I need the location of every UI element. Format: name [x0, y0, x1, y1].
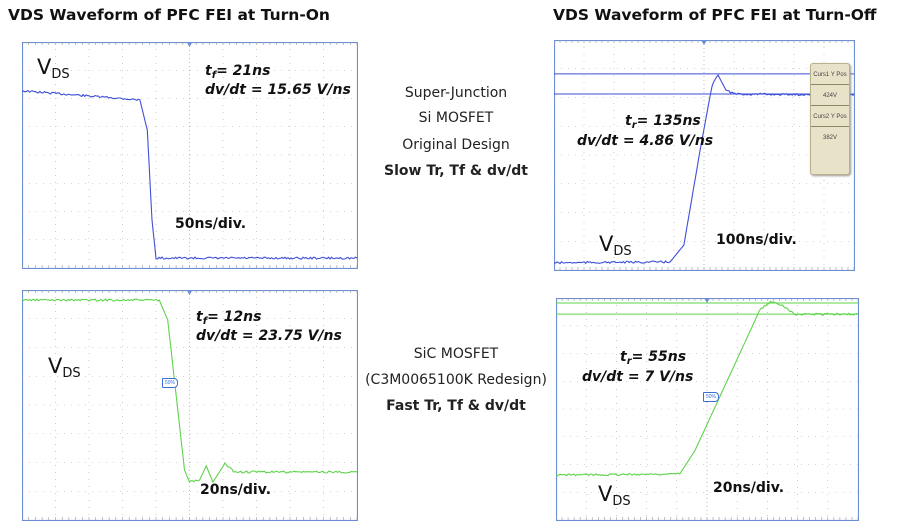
trigger-position-icon [704, 298, 710, 303]
vds-trace [556, 300, 859, 477]
scope-frame [22, 42, 358, 269]
sic-desc-3: Fast Tr, Tf & dv/dt [386, 398, 526, 414]
cursor1-label: Curs1 Y Pos [811, 64, 849, 85]
timebase: 50ns/div. [175, 216, 247, 232]
dvdt: dv/dt = 15.65 V/ns [205, 82, 351, 98]
trigger-position-icon [701, 40, 707, 45]
vds-label: VDS [37, 55, 70, 82]
scope-sic-turn-on [22, 290, 358, 521]
dvdt: dv/dt = 4.86 V/ns [577, 133, 714, 149]
dvdt: dv/dt = 23.75 V/ns [196, 328, 342, 344]
rise-time: tr= 55ns [620, 349, 687, 367]
title-turn-on: VDS Waveform of PFC FEI at Turn-On [8, 6, 330, 24]
vds-label: VDS [599, 232, 632, 259]
vds-label: VDS [48, 354, 81, 381]
trigger-position-icon [186, 290, 193, 295]
rise-time: tr= 135ns [625, 113, 701, 131]
vds-trace [22, 298, 358, 484]
cursor1-value: 424V [811, 85, 849, 106]
trigger-position-icon [186, 42, 193, 47]
vds-trace [22, 89, 358, 260]
cursor2-label: Curs2 Y Pos [811, 106, 849, 127]
scope-frame [556, 298, 859, 521]
fall-time: tf= 12ns [196, 309, 262, 327]
sic-desc-1: SiC MOSFET [413, 346, 499, 362]
trigger-marker: 50% [162, 378, 179, 388]
vds-trace [554, 74, 855, 265]
timebase: 20ns/div. [713, 480, 785, 496]
si-desc-2: Si MOSFET [418, 110, 494, 126]
scope-si-turn-on [22, 42, 358, 269]
si-desc-1: Super-Junction [404, 85, 508, 101]
trigger-marker: 50% [703, 392, 720, 402]
title-turn-off: VDS Waveform of PFC FEI at Turn-Off [553, 6, 877, 24]
sic-desc-2: (C3M0065100K Redesign) [365, 372, 547, 388]
si-desc-4: Slow Tr, Tf & dv/dt [384, 163, 528, 179]
timebase: 100ns/div. [716, 232, 797, 248]
dvdt: dv/dt = 7 V/ns [582, 369, 694, 385]
scope-frame [22, 290, 358, 521]
si-desc-3: Original Design [402, 137, 510, 153]
fall-time: tf= 21ns [205, 63, 271, 81]
scope-frame [554, 40, 855, 271]
vds-label: VDS [598, 482, 631, 509]
timebase: 20ns/div. [200, 482, 272, 498]
scope-sic-turn-off [556, 298, 859, 521]
cursor-readout: Curs1 Y Pos 424V Curs2 Y Pos 382V [810, 63, 850, 175]
scope-si-turn-off [554, 40, 855, 271]
cursor2-value: 382V [822, 135, 837, 141]
